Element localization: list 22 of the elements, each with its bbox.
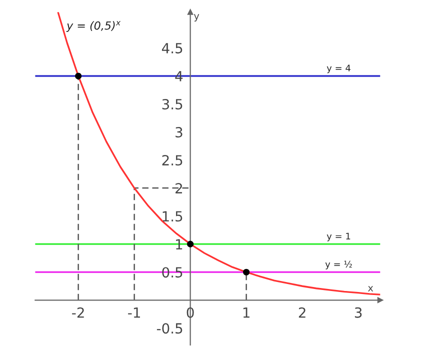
line-series [57, 12, 380, 296]
x-tick-label: 2 [298, 307, 306, 318]
y-tick-label: 3 [176, 126, 182, 138]
x-axis-title: x [368, 286, 374, 292]
x-tick-label: -2 [72, 307, 84, 318]
y-tick-label: 2.5 [162, 155, 182, 166]
x-tick-label: -1 [128, 308, 140, 318]
y-tick-label: 4.5 [162, 43, 182, 54]
x-tick-label: 1 [243, 308, 250, 318]
y-axis-title: y [194, 14, 200, 22]
ref-line-label: y = 1 [326, 232, 350, 242]
ref-line-label: y = 4 [326, 64, 350, 74]
series-label: y = (0,5)$^{x}$ [66, 21, 121, 32]
point [75, 72, 82, 80]
ref-line-label: y = ½ [325, 260, 352, 270]
y-tick-label: 1.5 [162, 211, 182, 222]
x-tick-label: 3 [354, 307, 362, 318]
point [243, 268, 250, 276]
y-tick-label: -0.5 [156, 323, 182, 334]
y-tick-label: 2 [176, 183, 182, 194]
y-tick-label: 3.5 [162, 98, 182, 110]
point [187, 240, 194, 248]
